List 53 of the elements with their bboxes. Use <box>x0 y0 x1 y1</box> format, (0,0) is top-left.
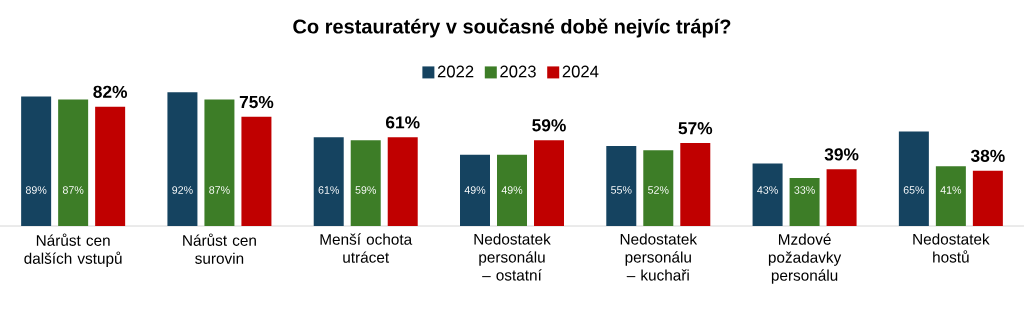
data-label: 65% <box>903 186 925 194</box>
x-tick-label: Nárůst cen surovin <box>183 233 256 264</box>
data-label: 59% <box>532 119 566 132</box>
legend-label: 2022 <box>437 65 474 78</box>
bar <box>534 140 564 226</box>
bar <box>898 131 929 226</box>
data-label: 87% <box>209 186 230 194</box>
x-tick-label: Nedostatek hostů <box>913 233 990 263</box>
data-label: 61% <box>318 186 339 194</box>
data-label: 82% <box>93 85 128 98</box>
bar <box>204 99 235 226</box>
x-tick-label: Menší ochota utrácet <box>320 233 413 263</box>
data-label: 52% <box>648 186 669 194</box>
data-label: 41% <box>940 186 962 194</box>
bar <box>350 140 381 226</box>
data-label: 59% <box>355 186 376 194</box>
data-label: 75% <box>239 95 274 109</box>
legend-label: 2024 <box>562 65 599 78</box>
x-tick-label: Nárůst cen dalších vstupů <box>24 233 122 267</box>
x-tick-label: Mzdové požadavky personálu <box>768 233 842 284</box>
data-label: 39% <box>824 148 859 161</box>
bar <box>95 106 126 226</box>
data-label: 87% <box>62 186 84 194</box>
chart-title: Co restauratéry v současné době nejvíc trápí? <box>293 18 731 38</box>
x-tick-label: Nedostatek personálu – kuchaři <box>620 233 698 281</box>
bar <box>680 143 711 226</box>
bar <box>972 170 1003 226</box>
x-tick-label: Nedostatek personálu – ostatní <box>474 233 551 281</box>
bar <box>387 137 418 226</box>
bar <box>606 145 637 226</box>
data-label: 55% <box>611 186 632 194</box>
data-label: 49% <box>464 186 486 194</box>
data-label: 92% <box>172 186 193 194</box>
data-label: 43% <box>757 186 778 194</box>
bar <box>826 169 857 226</box>
data-label: 49% <box>501 186 523 194</box>
data-label: 89% <box>25 186 47 194</box>
bar <box>21 96 52 226</box>
data-label: 57% <box>678 122 713 135</box>
bar <box>241 116 272 226</box>
bar <box>935 166 966 226</box>
data-label: 33% <box>794 186 815 194</box>
bar <box>789 177 820 226</box>
data-label: 38% <box>970 149 1005 162</box>
bar <box>167 92 198 226</box>
data-label: 61% <box>386 116 420 129</box>
legend-label: 2023 <box>500 65 536 78</box>
bar <box>313 137 344 226</box>
bar <box>643 150 674 226</box>
bar <box>460 154 490 226</box>
bar <box>752 163 783 226</box>
bar <box>58 99 89 226</box>
bar <box>497 154 528 226</box>
